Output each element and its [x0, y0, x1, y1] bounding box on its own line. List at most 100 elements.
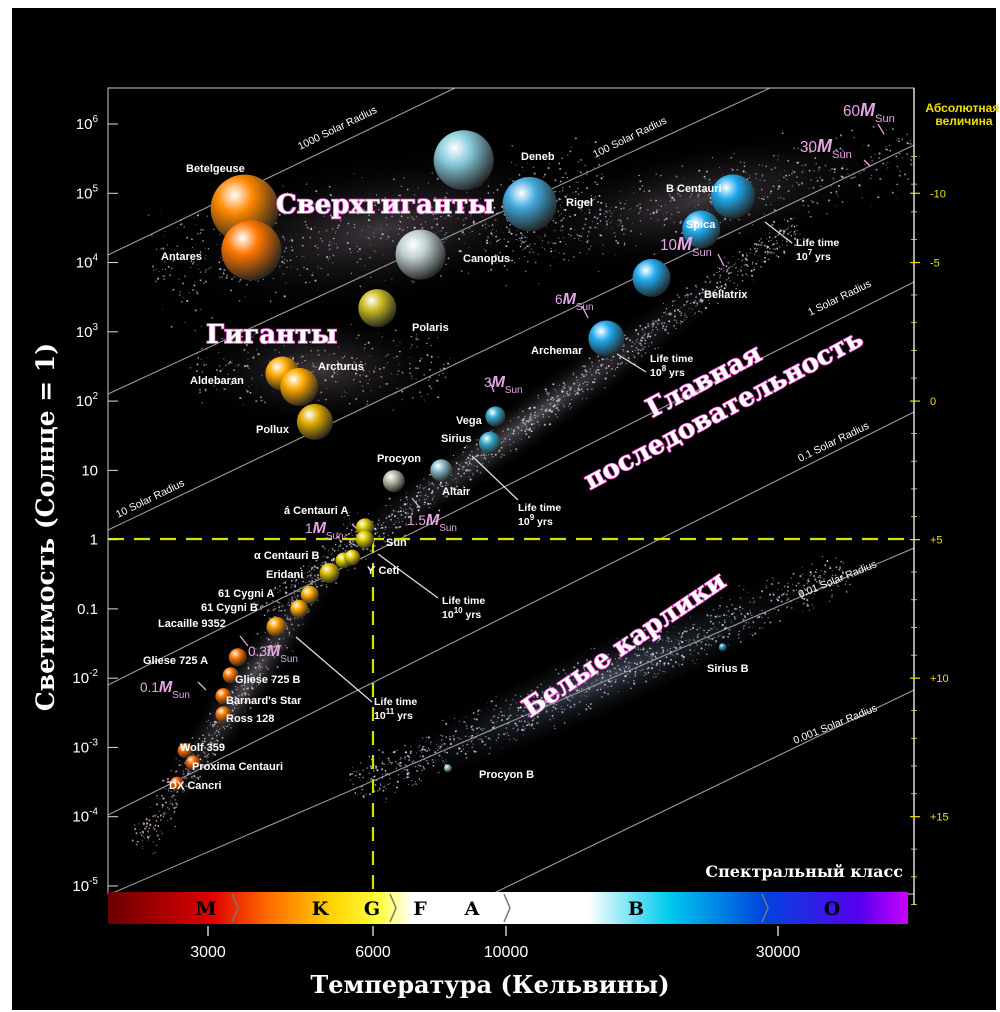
star-archemar [588, 320, 625, 357]
dust-star [385, 504, 387, 507]
dust-star [566, 391, 568, 393]
dust-star [471, 728, 474, 731]
dust-star [637, 646, 639, 648]
dust-star [605, 666, 607, 669]
dust-star [541, 404, 544, 407]
dust-star [397, 233, 400, 235]
dust-star [609, 221, 612, 224]
dust-star [673, 188, 675, 191]
dust-star [232, 703, 235, 706]
dust-star [469, 458, 471, 460]
dust-star [694, 662, 696, 664]
dust-star [419, 740, 421, 742]
dust-star [212, 725, 215, 728]
dust-star [776, 242, 778, 244]
dust-star [559, 240, 562, 243]
dust-star [323, 555, 325, 557]
dust-star [473, 200, 476, 202]
dust-star [526, 162, 528, 164]
dust-star [394, 515, 396, 518]
dust-star [400, 185, 402, 188]
dust-star [826, 213, 828, 215]
star-label-61-cygni-b: 61 Cygni B [201, 602, 258, 614]
dust-star [300, 356, 302, 358]
dust-star [552, 706, 555, 708]
dust-star [608, 218, 609, 220]
dust-star [353, 541, 355, 543]
dust-star [739, 596, 742, 599]
dust-star [190, 771, 192, 772]
dust-star [415, 336, 418, 339]
dust-star [422, 746, 424, 748]
dust-star [815, 163, 817, 165]
dust-star [838, 569, 839, 571]
dust-star [910, 163, 913, 166]
dust-star [218, 378, 220, 380]
dust-star [186, 299, 189, 303]
dust-star [406, 772, 409, 775]
dust-star [427, 747, 430, 749]
dust-star [537, 253, 539, 255]
dust-star [286, 341, 288, 342]
dust-star [324, 560, 326, 563]
dust-star [646, 668, 648, 670]
dust-star [155, 820, 158, 822]
dust-star [574, 389, 576, 391]
dust-star [758, 240, 761, 242]
dust-star [339, 219, 342, 222]
dust-star [479, 471, 482, 474]
dust-star [677, 193, 679, 195]
dust-star [230, 701, 232, 703]
dust-star [272, 600, 274, 602]
dust-star [382, 254, 384, 256]
dust-star [270, 649, 273, 652]
dust-star [506, 269, 508, 271]
dust-star [743, 625, 745, 627]
dust-star [647, 654, 649, 656]
dust-star [625, 362, 628, 365]
dust-star [292, 356, 295, 359]
dust-star [490, 430, 492, 433]
dust-star [377, 790, 379, 792]
dust-star [347, 569, 349, 571]
dust-star [806, 588, 808, 591]
dust-star [656, 209, 659, 212]
dust-star [556, 403, 559, 406]
dust-star [835, 557, 837, 559]
dust-star [815, 568, 818, 571]
dust-star [283, 295, 286, 298]
dust-star [409, 356, 411, 358]
dust-star [354, 348, 356, 350]
dust-star [737, 615, 739, 617]
dust-star [410, 517, 412, 519]
dust-star [576, 687, 578, 689]
dust-star [510, 161, 513, 163]
dust-star [527, 260, 529, 263]
dust-star [719, 634, 721, 636]
star-label-dx-cancri: DX Cancri [169, 780, 222, 792]
dust-star [617, 665, 619, 667]
dust-star [287, 601, 289, 604]
dust-star [512, 727, 514, 729]
dust-star [532, 696, 536, 699]
dust-star [222, 272, 225, 275]
dust-star [906, 142, 909, 145]
dust-star [448, 483, 450, 485]
dust-star [457, 217, 459, 219]
dust-star [445, 722, 448, 725]
dust-star [673, 325, 675, 327]
dust-star [644, 326, 647, 329]
dust-star [727, 644, 729, 646]
dust-star [830, 595, 833, 598]
dust-star [334, 380, 337, 383]
dust-star [749, 248, 752, 250]
star-dx-cancri [169, 776, 184, 791]
dust-star [447, 214, 450, 217]
dust-star [720, 615, 722, 617]
dust-star [809, 215, 812, 218]
dust-star [223, 269, 226, 272]
dust-star [830, 191, 832, 194]
dust-star [607, 653, 609, 656]
dust-star [728, 615, 730, 617]
dust-star [460, 750, 463, 753]
